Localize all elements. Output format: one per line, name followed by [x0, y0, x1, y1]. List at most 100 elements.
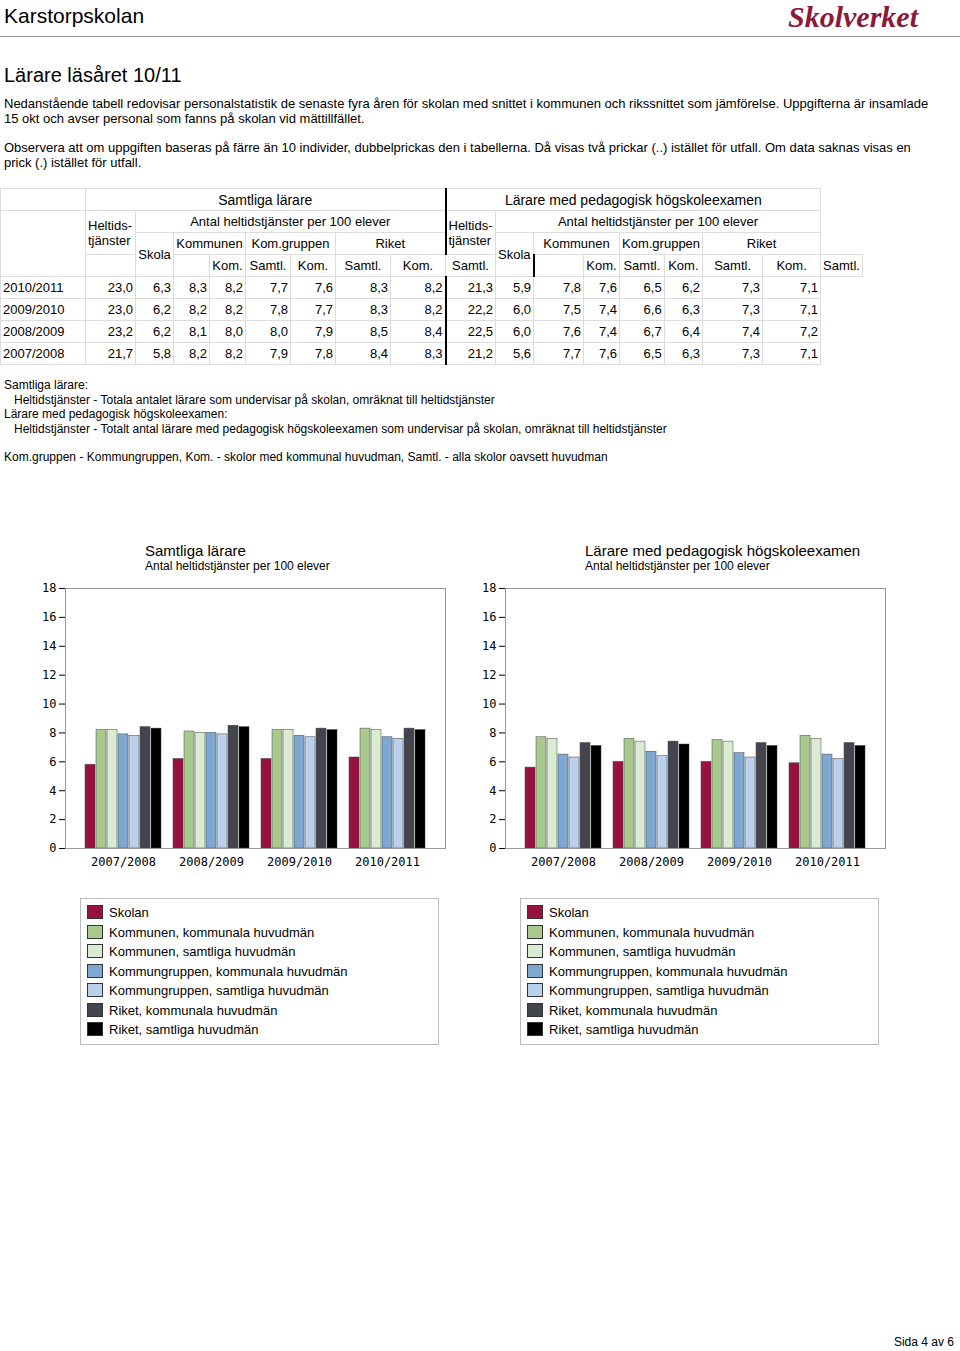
- svg-text:2009/2010: 2009/2010: [267, 855, 332, 869]
- html-text:Samtl.: Samtl.: [623, 258, 661, 273]
- svg-text:4: 4: [49, 784, 56, 798]
- html-text:Kom.: Kom.: [668, 258, 699, 273]
- html-text:Kom.: Kom.: [297, 258, 329, 273]
- html-text:Heltids-: Heltids-: [88, 217, 133, 233]
- html-text:8,2: 8,2: [224, 280, 243, 295]
- html-text:Kom.gruppen: Kom.gruppen: [622, 236, 701, 251]
- svg-text:16: 16: [482, 610, 496, 624]
- html-text:2010/2011: 2010/2011: [3, 280, 64, 295]
- html-text:6,2: 6,2: [152, 302, 171, 317]
- html-text:6,0: 6,0: [513, 302, 531, 317]
- html-text:6,3: 6,3: [152, 280, 171, 295]
- html-text:Nedanstående tabell redovisar: Nedanstående tabell redovisar personalst…: [4, 96, 929, 126]
- svg-text:4: 4: [489, 784, 496, 798]
- html-text:Karstorpskolan: Karstorpskolan: [4, 4, 145, 27]
- svg-text:2007/2008: 2007/2008: [91, 855, 156, 869]
- html-text:Antal heltidstjänster per 100: Antal heltidstjänster per 100 elever: [558, 214, 759, 229]
- html-text:tjänster: tjänster: [88, 232, 131, 248]
- svg-text:2010/2011: 2010/2011: [795, 855, 860, 869]
- svg-text:12: 12: [482, 668, 496, 682]
- html-text:Riket, kommunala huvudmän: Riket, kommunala huvudmän: [549, 1002, 718, 1018]
- svg-text:2: 2: [489, 812, 496, 826]
- svg-text:8: 8: [49, 726, 56, 740]
- html-text:Kom.gruppen: Kom.gruppen: [251, 236, 330, 251]
- html-text:Samtliga lärare: Samtliga lärare: [145, 542, 246, 559]
- html-text:7,4: 7,4: [599, 302, 617, 317]
- html-text:8,2: 8,2: [224, 302, 243, 317]
- html-text:23,0: 23,0: [107, 280, 133, 295]
- html-text:6,6: 6,6: [643, 302, 662, 317]
- html-text:21,3: 21,3: [467, 280, 493, 295]
- svg-text:14: 14: [42, 639, 56, 653]
- html-text:Lärare med pedagogisk högskole: Lärare med pedagogisk högskoleexamen: [504, 191, 762, 208]
- html-text:23,0: 23,0: [107, 302, 133, 317]
- html-text:tjänster: tjänster: [448, 232, 492, 248]
- svg-text:2010/2011: 2010/2011: [355, 855, 420, 869]
- html-text:Kommunen, kommunala huvudmän: Kommunen, kommunala huvudmän: [109, 924, 315, 940]
- html-text:7,1: 7,1: [800, 280, 819, 295]
- html-text:Skola: Skola: [138, 247, 171, 262]
- html-text:6,2: 6,2: [682, 280, 701, 295]
- svg-text:8: 8: [489, 726, 496, 740]
- html-text:Antal heltidstjänster per 100: Antal heltidstjänster per 100 elever: [190, 214, 391, 229]
- svg-text:2007/2008: 2007/2008: [531, 855, 596, 869]
- html-text:Skolverket: Skolverket: [788, 0, 918, 33]
- html-text:Samtliga lärare: Samtliga lärare: [218, 191, 313, 208]
- svg-text:14: 14: [482, 639, 496, 653]
- html-text:Kommungruppen, kommunala huvud: Kommungruppen, kommunala huvudmän: [109, 963, 348, 979]
- html-text:8,3: 8,3: [369, 302, 388, 317]
- html-text:Lärare med pedagogisk högskole: Lärare med pedagogisk högskoleexamen: [585, 542, 861, 559]
- html-text:Samtl.: Samtl.: [249, 258, 287, 273]
- html-text:Samtl.: Samtl.: [823, 258, 860, 273]
- html-text:8,3: 8,3: [369, 280, 388, 295]
- html-text:Kom.: Kom.: [776, 258, 807, 273]
- html-text:5,9: 5,9: [513, 280, 531, 295]
- svg-text:2008/2009: 2008/2009: [179, 855, 244, 869]
- html-text:Riket, kommunala huvudmän: Riket, kommunala huvudmän: [109, 1002, 278, 1018]
- svg-text:6: 6: [489, 755, 496, 769]
- html-text:Skola: Skola: [498, 247, 531, 262]
- html-text:7,3: 7,3: [742, 280, 761, 295]
- html-text:7,6: 7,6: [599, 280, 617, 295]
- html-text:7,5: 7,5: [563, 302, 581, 317]
- svg-text:0: 0: [49, 841, 56, 855]
- html-text:Heltids-: Heltids-: [448, 217, 493, 233]
- html-text:8,2: 8,2: [424, 280, 443, 295]
- html-text:Kommungruppen, kommunala huvud: Kommungruppen, kommunala huvudmän: [549, 963, 788, 979]
- html-text:8,3: 8,3: [188, 280, 207, 295]
- html-text:7,8: 7,8: [563, 280, 581, 295]
- svg-text:12: 12: [42, 668, 56, 682]
- svg-text:0: 0: [489, 841, 496, 855]
- svg-text:18: 18: [42, 581, 56, 595]
- html-text:Samtl.: Samtl.: [344, 258, 382, 273]
- html-text:Samtl.: Samtl.: [452, 258, 489, 273]
- html-text:2009/2010: 2009/2010: [3, 302, 65, 317]
- svg-text:6: 6: [49, 755, 56, 769]
- svg-text:10: 10: [482, 697, 496, 711]
- html-text:Kom.: Kom.: [402, 258, 434, 273]
- html-text:7,8: 7,8: [269, 302, 288, 317]
- html-text:22,2: 22,2: [467, 302, 493, 317]
- html-text:Kommunen: Kommunen: [543, 236, 610, 251]
- html-text:Kom.: Kom.: [586, 258, 617, 273]
- html-text:Kommunen, kommunala huvudmän: Kommunen, kommunala huvudmän: [549, 924, 755, 940]
- html-text:Observera att om uppgiften bas: Observera att om uppgiften baseras på fä…: [4, 140, 911, 170]
- svg-text:18: 18: [482, 581, 496, 595]
- html-text:Samtl.: Samtl.: [714, 258, 751, 273]
- svg-text:2: 2: [49, 812, 56, 826]
- html-text:Riket: Riket: [746, 236, 777, 251]
- html-text:Lärare läsåret 10/11: Lärare läsåret 10/11: [4, 64, 182, 86]
- html-text:7,7: 7,7: [314, 302, 333, 317]
- svg-text:2009/2010: 2009/2010: [707, 855, 772, 869]
- svg-text:16: 16: [42, 610, 56, 624]
- svg-text:2008/2009: 2008/2009: [619, 855, 684, 869]
- html-text:Kommunen: Kommunen: [176, 236, 243, 251]
- html-text:Kom.: Kom.: [212, 258, 243, 273]
- html-text:7,6: 7,6: [314, 280, 333, 295]
- svg-text:10: 10: [42, 697, 56, 711]
- html-text:8,2: 8,2: [424, 302, 443, 317]
- html-text:6,5: 6,5: [643, 280, 662, 295]
- html-text:7,7: 7,7: [269, 280, 288, 295]
- html-text:Riket: Riket: [375, 236, 406, 251]
- html-text:8,2: 8,2: [188, 302, 207, 317]
